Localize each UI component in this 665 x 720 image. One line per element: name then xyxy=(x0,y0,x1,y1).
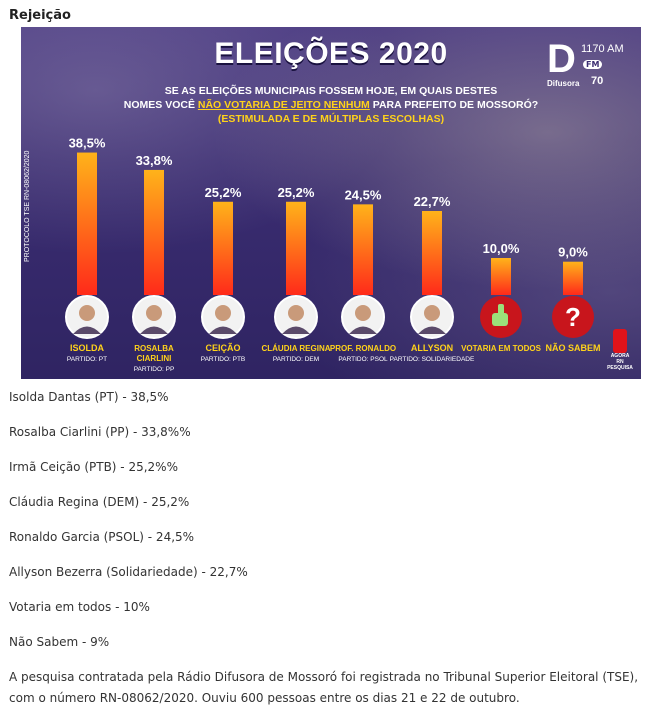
avatar-body xyxy=(282,326,310,334)
question-line-2: NOMES VOCÊ NÃO VOTARIA DE JEITO NENHUM P… xyxy=(101,99,561,111)
thumbs-up-thumb xyxy=(498,304,504,315)
bar xyxy=(353,204,373,295)
avatar-face xyxy=(146,305,162,321)
avatar-body xyxy=(209,326,237,334)
question-line-2-post: PARA PREFEITO DE MOSSORÓ? xyxy=(369,99,539,111)
results-list: Isolda Dantas (PT) - 38,5% Rosalba Ciarli… xyxy=(9,386,657,666)
value-label: 9,0% xyxy=(558,245,588,260)
value-label: 38,5% xyxy=(69,136,106,151)
logo-anniversary: 70 xyxy=(591,75,604,87)
category-label: ISOLDA xyxy=(70,343,105,353)
result-line: Irmã Ceição (PTB) - 25,2%% xyxy=(9,460,178,474)
result-line: Cláudia Regina (DEM) - 25,2% xyxy=(9,495,190,509)
category-label: PROF. RONALDO xyxy=(330,344,396,353)
avatar-body xyxy=(140,326,168,334)
value-label: 10,0% xyxy=(483,241,520,256)
category-label: CLÁUDIA REGINA xyxy=(261,344,330,353)
bar xyxy=(213,201,233,295)
question-highlight: NÃO VOTARIA DE JEITO NENHUM xyxy=(197,99,370,111)
avatar-face xyxy=(355,305,371,321)
value-label: 25,2% xyxy=(278,185,315,200)
value-label: 22,7% xyxy=(414,194,451,209)
difusora-logo: D 1170 AM FM Difusora 70 xyxy=(547,39,627,95)
logo-letter: D xyxy=(547,37,576,81)
value-label: 25,2% xyxy=(205,185,242,200)
result-line: Isolda Dantas (PT) - 38,5% xyxy=(9,390,169,404)
category-label: ROSALBA xyxy=(134,344,174,353)
category-label: NÃO SABEM xyxy=(545,343,600,353)
result-line: Não Sabem - 9% xyxy=(9,635,110,649)
chart-headline: ELEIÇÕES 2020 xyxy=(214,37,448,70)
category-label: ALLYSON xyxy=(411,343,453,353)
section-title: Rejeição xyxy=(9,8,71,23)
bar xyxy=(77,152,97,295)
avatar-face xyxy=(79,305,95,321)
party-label: PARTIDO: DEM xyxy=(273,356,319,363)
agora-logo-text: AGORA RN PESQUISA xyxy=(607,353,633,371)
party-label: PARTIDO: PP xyxy=(134,366,175,373)
party-label: PARTIDO: PTB xyxy=(201,356,246,363)
bar-chart: 38,5% ISOLDA PARTIDO: PT 33,8% ROSALBACIARLI… xyxy=(65,136,601,373)
result-line: Rosalba Ciarlini (PP) - 33,8%% xyxy=(9,425,191,439)
avatar-face xyxy=(424,305,440,321)
party-label: PARTIDO: PSOL xyxy=(338,356,388,363)
category-label: CIARLINI xyxy=(137,354,172,363)
value-label: 33,8% xyxy=(136,153,173,168)
question-line-1: SE AS ELEIÇÕES MUNICIPAIS FOSSEM HOJE, E… xyxy=(164,85,498,97)
city-background xyxy=(21,27,641,379)
agora-mark-icon xyxy=(613,329,627,353)
question-icon xyxy=(552,296,594,338)
party-label: PARTIDO: SOLIDARIEDADE xyxy=(390,356,475,363)
logo-fm-badge: FM xyxy=(583,60,603,69)
avatar-face xyxy=(215,305,231,321)
category-label: CEIÇÃO xyxy=(205,343,240,353)
agora-logo: AGORA RN PESQUISA xyxy=(607,329,633,371)
question-line-3: (ESTIMULADA E DE MÚLTIPLAS ESCOLHAS) xyxy=(217,113,445,125)
logo-brand: Difusora xyxy=(547,79,580,88)
bar xyxy=(491,258,511,295)
thumbs-up-hand xyxy=(492,313,508,326)
result-line: Votaria em todos - 10% xyxy=(9,600,150,614)
result-line: Ronaldo Garcia (PSOL) - 24,5% xyxy=(9,530,195,544)
value-label: 24,5% xyxy=(345,187,382,202)
logo-frequency: 1170 AM xyxy=(581,43,624,55)
survey-note: A pesquisa contratada pela Rádio Difusor… xyxy=(9,670,639,705)
avatar-body xyxy=(73,326,101,334)
question-mark: ? xyxy=(565,302,581,332)
avatar-body xyxy=(418,326,446,334)
category-label: VOTARIA EM TODOS xyxy=(461,344,542,353)
party-label: PARTIDO: PT xyxy=(67,356,107,363)
poll-chart-banner: ELEIÇÕES 2020 SE AS ELEIÇÕES MUNICIPAIS … xyxy=(21,27,641,379)
avatar-face xyxy=(288,305,304,321)
question-line-2-pre: NOMES VOCÊ xyxy=(123,99,198,111)
result-line: Allyson Bezerra (Solidariedade) - 22,7% xyxy=(9,565,248,579)
bar xyxy=(286,201,306,295)
bar xyxy=(144,169,164,295)
bar xyxy=(422,211,442,295)
bar xyxy=(563,261,583,295)
avatar-body xyxy=(349,326,377,334)
